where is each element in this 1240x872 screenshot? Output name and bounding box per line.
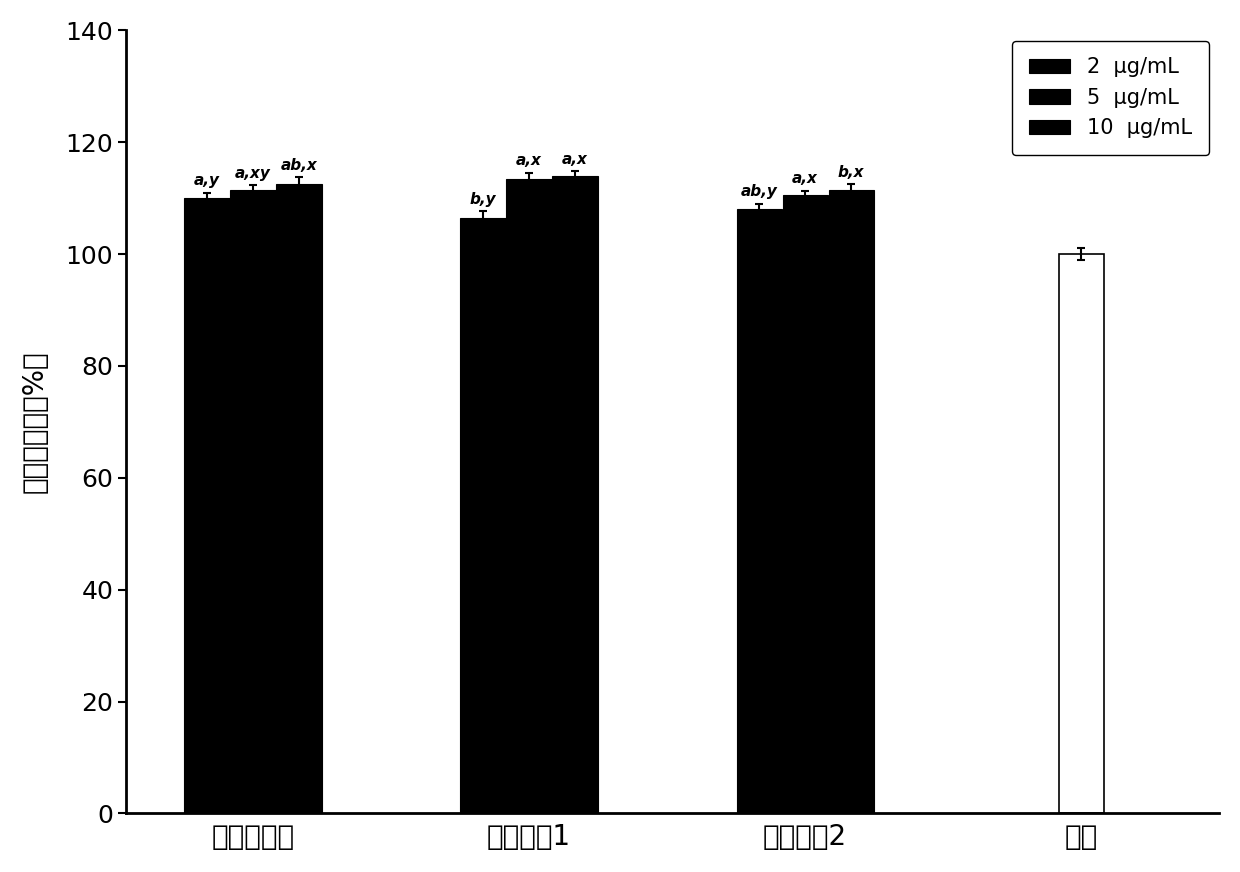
Y-axis label: 细胞增殖率（%）: 细胞增殖率（%） xyxy=(21,351,48,494)
Bar xyxy=(506,179,552,814)
Bar xyxy=(460,218,506,814)
Bar xyxy=(185,198,229,814)
Text: ab,x: ab,x xyxy=(280,158,317,173)
Legend: 2  μg/mL, 5  μg/mL, 10  μg/mL: 2 μg/mL, 5 μg/mL, 10 μg/mL xyxy=(1012,41,1209,155)
Bar xyxy=(782,195,827,814)
Bar xyxy=(1059,254,1104,814)
Bar xyxy=(231,190,275,814)
Bar xyxy=(737,209,781,814)
Text: b,y: b,y xyxy=(470,192,496,207)
Text: b,x: b,x xyxy=(838,165,864,180)
Bar xyxy=(828,190,874,814)
Text: a,x: a,x xyxy=(516,153,542,168)
Text: a,y: a,y xyxy=(193,173,219,188)
Bar xyxy=(553,176,598,814)
Text: a,x: a,x xyxy=(792,172,818,187)
Text: a,xy: a,xy xyxy=(236,166,270,181)
Bar xyxy=(277,184,321,814)
Text: ab,y: ab,y xyxy=(740,184,777,200)
Text: a,x: a,x xyxy=(562,152,588,167)
